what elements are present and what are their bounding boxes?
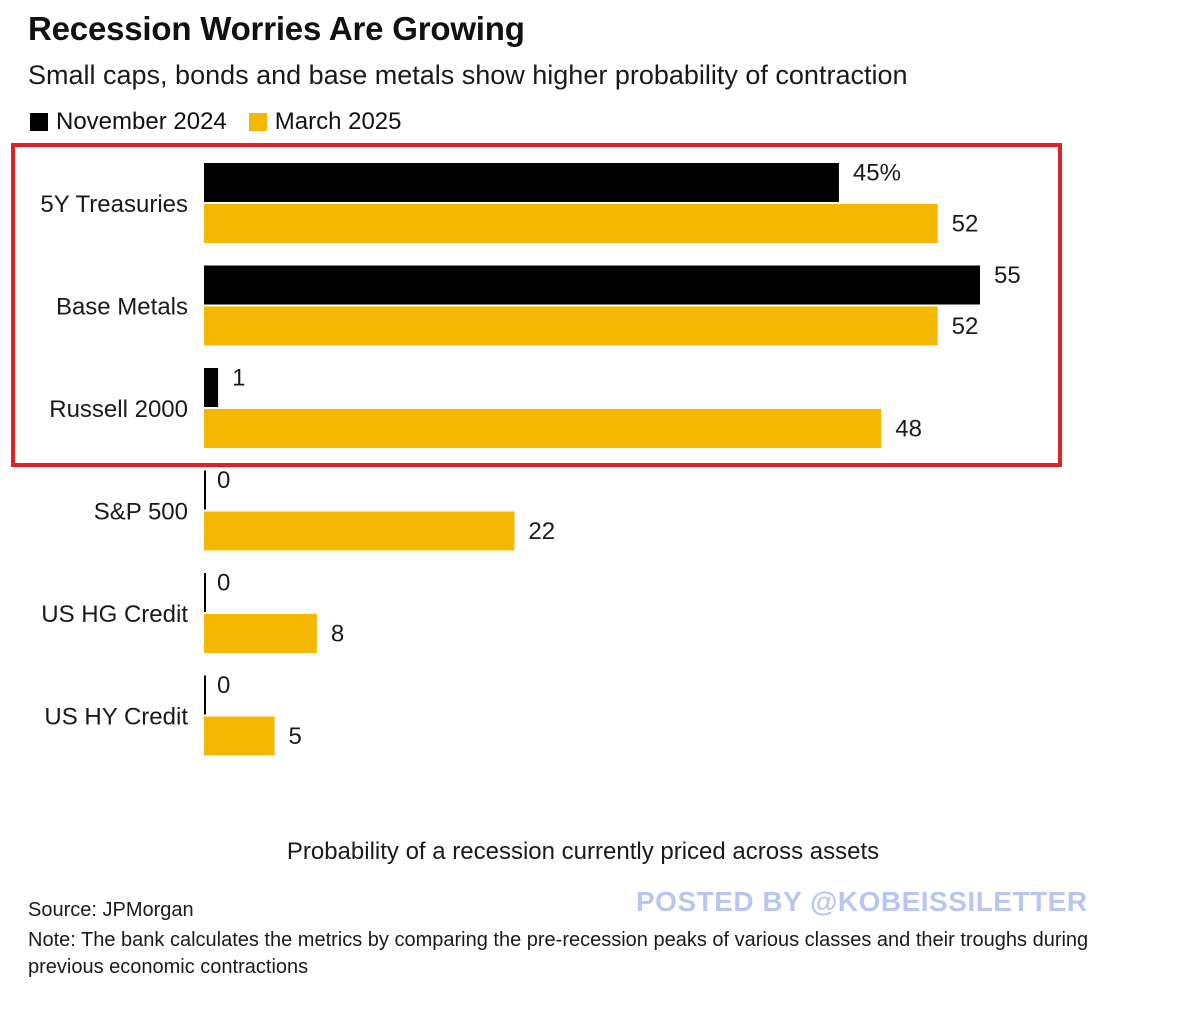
source-note: Source: JPMorgan bbox=[28, 899, 194, 921]
value-label-5y-treasuries-march-2025: 52 bbox=[952, 211, 979, 238]
category-label-russell-2000: Russell 2000 bbox=[49, 396, 188, 423]
value-label-base-metals-november-2024: 55 bbox=[994, 262, 1021, 289]
chart-subtitle: Small caps, bonds and base metals show h… bbox=[28, 60, 908, 90]
category-label-base-metals: Base Metals bbox=[56, 294, 188, 321]
bar-5y-treasuries-march-2025 bbox=[204, 204, 938, 243]
x-axis-label: Probability of a recession currently pri… bbox=[286, 838, 880, 865]
legend-label-november-2024: November 2024 bbox=[56, 108, 227, 135]
bar-base-metals-november-2024 bbox=[204, 265, 980, 305]
watermark: POSTED BY @KOBEISSILETTER bbox=[636, 886, 1088, 917]
bar-russell-2000-november-2024 bbox=[204, 368, 219, 407]
bar-s-p-500-march-2025 bbox=[204, 511, 515, 551]
value-label-us-hg-credit-march-2025: 8 bbox=[331, 621, 344, 648]
value-label-russell-2000-march-2025: 48 bbox=[895, 416, 922, 443]
legend-item-march-2025: March 2025 bbox=[248, 108, 402, 136]
value-label-russell-2000-november-2024: 1 bbox=[232, 365, 245, 392]
value-label-us-hy-credit-march-2025: 5 bbox=[289, 723, 302, 750]
bar-base-metals-march-2025 bbox=[204, 306, 938, 346]
value-label-us-hy-credit-november-2024: 0 bbox=[217, 672, 230, 699]
category-label-us-hy-credit: US HY Credit bbox=[44, 704, 188, 731]
bar-russell-2000-march-2025 bbox=[204, 409, 882, 448]
bar-us-hg-credit-march-2025 bbox=[204, 614, 317, 653]
legend-swatch-november-2024 bbox=[30, 113, 48, 131]
chart-title: Recession Worries Are Growing bbox=[28, 10, 525, 47]
highlight-box bbox=[11, 143, 1062, 467]
value-label-s-p-500-march-2025: 22 bbox=[528, 518, 555, 545]
value-label-us-hg-credit-november-2024: 0 bbox=[217, 570, 230, 597]
category-label-us-hg-credit: US HG Credit bbox=[41, 601, 188, 628]
legend-item-november-2024: November 2024 bbox=[30, 108, 227, 136]
bar-chart: 5Y Treasuries 45% 52 Base Metals 55 52 Russell… bbox=[11, 143, 1062, 756]
methodology-note: Note: The bank calculates the metrics by… bbox=[28, 929, 1089, 978]
category-label-5y-treasuries: 5Y Treasuries bbox=[40, 191, 188, 218]
category-label-s-p-500: S&P 500 bbox=[94, 499, 188, 526]
chart-legend: November 2024 March 2025 bbox=[30, 108, 424, 136]
bar-us-hy-credit-march-2025 bbox=[204, 716, 275, 756]
legend-swatch-march-2025 bbox=[248, 113, 267, 131]
value-label-5y-treasuries-november-2024: 45% bbox=[853, 160, 901, 187]
bar-5y-treasuries-november-2024 bbox=[204, 163, 839, 202]
legend-label-march-2025: March 2025 bbox=[274, 108, 402, 135]
value-label-s-p-500-november-2024: 0 bbox=[217, 467, 230, 494]
value-label-base-metals-march-2025: 52 bbox=[952, 313, 979, 340]
